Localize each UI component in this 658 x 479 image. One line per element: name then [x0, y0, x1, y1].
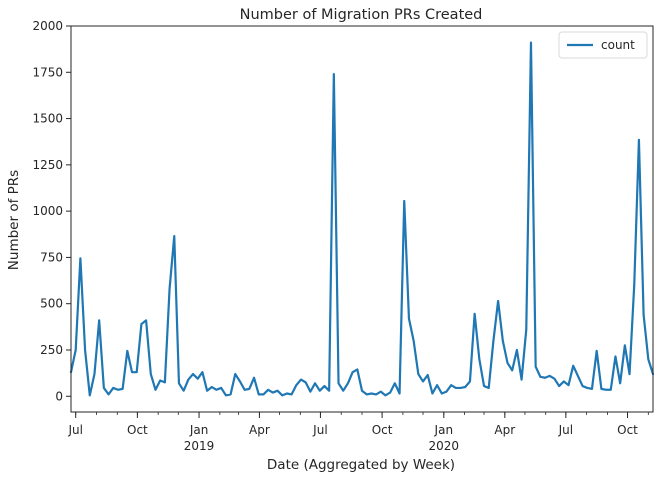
x-tick-label: Oct	[372, 423, 393, 437]
x-axis: Jul Oct Jan 2019 Apr Jul Oct Jan 2020 Apr Jul Oct	[67, 412, 649, 453]
series-line-count	[69, 41, 655, 397]
y-tick-label: 1250	[32, 158, 63, 172]
x-tick-label: Jul	[312, 423, 327, 437]
x-tick-label: Apr	[494, 423, 515, 437]
legend: count	[558, 31, 648, 59]
y-axis-label: Number of PRs	[6, 170, 22, 270]
x-tick-label: Jul	[67, 423, 82, 437]
y-tick-label: 1750	[32, 65, 63, 79]
x-tick-label: Jul	[558, 423, 573, 437]
x-tick-label: Oct	[127, 423, 148, 437]
y-tick-label: 2000	[32, 19, 63, 33]
x-tick-label: Oct	[617, 423, 638, 437]
y-tick-label: 0	[55, 389, 63, 403]
x-tick-year-label: 2020	[429, 439, 460, 453]
x-tick-label: Jan	[434, 423, 454, 437]
x-tick-label: Jan	[189, 423, 209, 437]
y-tick-label: 500	[40, 297, 63, 311]
legend-box	[558, 31, 648, 59]
y-tick-label: 1000	[32, 204, 63, 218]
y-tick-label: 250	[40, 343, 63, 357]
x-tick-label: Apr	[249, 423, 270, 437]
plot-area	[69, 25, 655, 413]
y-tick-label: 1500	[32, 112, 63, 126]
legend-label: count	[601, 38, 635, 52]
y-tick-label: 750	[40, 250, 63, 264]
plot-frame	[70, 25, 654, 413]
x-tick-year-label: 2019	[184, 439, 215, 453]
x-axis-label: Date (Aggregated by Week)	[267, 457, 455, 473]
chart-title: Number of Migration PRs Created	[240, 7, 483, 23]
y-axis: 0 250 500 750 1000 1250 1500 1750 2000	[32, 19, 71, 403]
